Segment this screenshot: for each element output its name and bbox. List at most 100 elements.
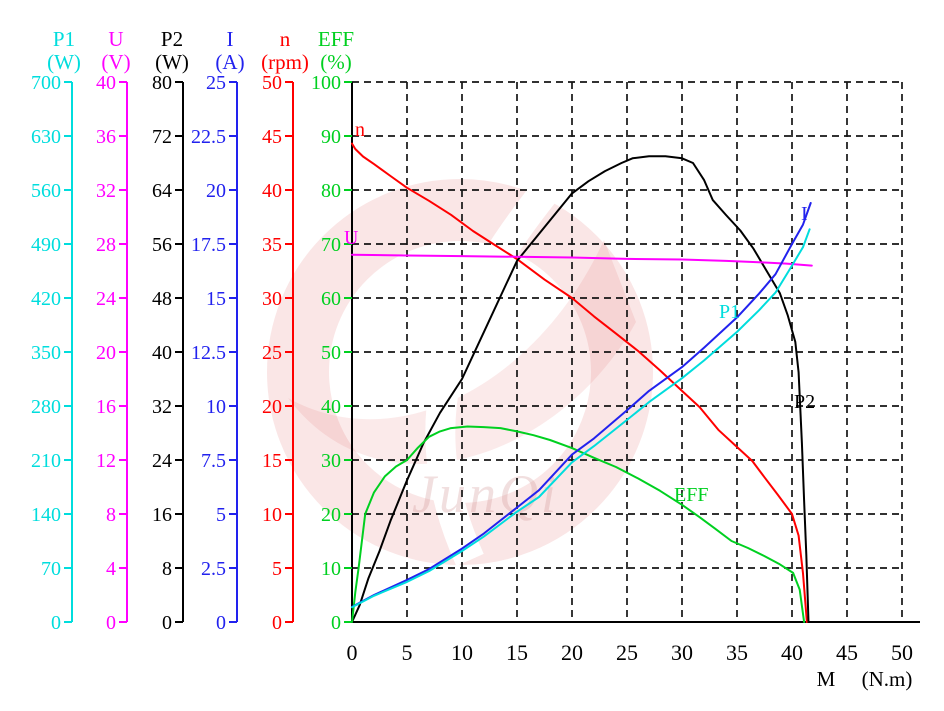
y-axis-U-name: U xyxy=(108,27,123,51)
y-axis-U-tick-label: 40 xyxy=(96,72,116,94)
y-axis-EFF-tick-label: 80 xyxy=(321,180,341,202)
curve-label-I: I xyxy=(801,203,808,225)
y-axis-U-tick-label: 16 xyxy=(96,396,116,418)
y-axis-n-unit: (rpm) xyxy=(261,50,309,74)
y-axis-P1-unit: (W) xyxy=(47,50,81,74)
curve-label-EFF: EFF xyxy=(674,484,708,506)
y-axis-n-tick-label: 15 xyxy=(262,450,282,472)
curve-U xyxy=(351,253,813,267)
y-axis-EFF-tick-label: 50 xyxy=(321,342,341,364)
y-axis-I-tick-label: 22.5 xyxy=(191,126,226,148)
watermark-swoosh-cut xyxy=(425,168,568,567)
x-axis-unit: (N.m) xyxy=(862,667,913,691)
x-axis-tick-label: 25 xyxy=(616,640,638,665)
watermark-text: JunQi xyxy=(412,464,559,524)
x-axis-tick-label: 50 xyxy=(891,640,913,665)
y-axis-P1-tick-label: 70 xyxy=(41,558,61,580)
x-axis-tick-label: 40 xyxy=(781,640,803,665)
y-axis-n-tick-label: 50 xyxy=(262,72,282,94)
y-axis-P1-tick-label: 350 xyxy=(31,342,61,364)
y-axis-n-tick-label: 30 xyxy=(262,288,282,310)
x-axis-tick-label: 35 xyxy=(726,640,748,665)
y-axis-EFF-tick-label: 20 xyxy=(321,504,341,526)
curve-label-P2: P2 xyxy=(794,391,815,413)
watermark-swoosh xyxy=(288,240,636,464)
watermark: JunQi xyxy=(267,168,653,567)
y-axis-I-name: I xyxy=(227,27,234,51)
y-axis-U-tick-label: 4 xyxy=(106,558,116,580)
y-axis-EFF-tick-label: 100 xyxy=(311,72,341,94)
y-axis-P1-tick-label: 560 xyxy=(31,180,61,202)
y-axis-U-tick-label: 24 xyxy=(96,288,116,310)
y-axis-P2-tick-label: 32 xyxy=(152,396,172,418)
x-axis-tick-label: 20 xyxy=(561,640,583,665)
y-axis-EFF-tick-label: 0 xyxy=(331,612,341,634)
curve-label-n: n xyxy=(355,119,365,141)
x-axis-tick-label: 45 xyxy=(836,640,858,665)
y-axis-P1-name: P1 xyxy=(53,27,75,51)
curve-P1 xyxy=(351,228,811,609)
x-axis-tick-label: 0 xyxy=(347,640,358,665)
x-axis: 0 5 10 15 20 25 30 35 40 45 50 M (N.m) xyxy=(347,640,914,691)
y-axis-P1-tick-label: 280 xyxy=(31,396,61,418)
y-axis-U-tick-label: 36 xyxy=(96,126,116,148)
y-axis-U-tick-label: 28 xyxy=(96,234,116,256)
curve-label-P1: P1 xyxy=(719,301,740,323)
y-axis-I-tick-label: 2.5 xyxy=(201,558,226,580)
y-axis-EFF-tick-label: 30 xyxy=(321,450,341,472)
y-axis-n-tick-label: 35 xyxy=(262,234,282,256)
y-axis-P2-tick-label: 8 xyxy=(162,558,172,580)
y-axis-n-name: n xyxy=(280,27,291,51)
y-axis-I: 25 22.5 20 17.5 15 12.5 10 7.5 5 2.5 0 I(A) xyxy=(191,27,245,634)
y-axis-n-tick-label: 20 xyxy=(262,396,282,418)
y-axis-P2-tick-label: 16 xyxy=(152,504,172,526)
y-axis-n-tick-label: 5 xyxy=(272,558,282,580)
y-axis-U-unit: (V) xyxy=(101,50,130,74)
y-axis-n-tick-label: 40 xyxy=(262,180,282,202)
y-axis-I-tick-label: 17.5 xyxy=(191,234,226,256)
y-axis-U-tick-label: 12 xyxy=(96,450,116,472)
y-axis-P1-tick-label: 490 xyxy=(31,234,61,256)
y-axis-P1-tick-label: 0 xyxy=(51,612,61,634)
y-axis-I-tick-label: 7.5 xyxy=(201,450,226,472)
y-axis-P1-tick-label: 420 xyxy=(31,288,61,310)
y-axis-P2-tick-label: 80 xyxy=(152,72,172,94)
y-axis-I-tick-label: 15 xyxy=(206,288,226,310)
y-axis-n-tick-label: 45 xyxy=(262,126,282,148)
curve-label-U: U xyxy=(344,227,359,249)
y-axis-I-tick-label: 5 xyxy=(216,504,226,526)
y-axis-P1-tick-label: 630 xyxy=(31,126,61,148)
y-axis-I-tick-label: 25 xyxy=(206,72,226,94)
grid xyxy=(352,81,903,622)
curve-I xyxy=(351,202,812,608)
x-axis-tick-label: 15 xyxy=(506,640,528,665)
y-axis-EFF-tick-label: 70 xyxy=(321,234,341,256)
y-axis-EFF-tick-label: 40 xyxy=(321,396,341,418)
y-axis-P2-tick-label: 64 xyxy=(152,180,172,202)
y-axis-I-tick-label: 12.5 xyxy=(191,342,226,364)
y-axis-P2-name: P2 xyxy=(161,27,183,51)
y-axis-n-tick-label: 25 xyxy=(262,342,282,364)
y-axis-P2-tick-label: 0 xyxy=(162,612,172,634)
y-axis-P1-tick-label: 700 xyxy=(31,72,61,94)
y-axis-I-tick-label: 20 xyxy=(206,180,226,202)
y-axis-I-unit: (A) xyxy=(215,50,244,74)
y-axis-n-tick-label: 10 xyxy=(262,504,282,526)
y-axis-U-tick-label: 20 xyxy=(96,342,116,364)
y-axis-n-tick-label: 0 xyxy=(272,612,282,634)
x-axis-name: M xyxy=(817,667,836,691)
x-axis-tick-label: 5 xyxy=(402,640,413,665)
y-axis-P2-tick-label: 56 xyxy=(152,234,172,256)
y-axis-P2-tick-label: 24 xyxy=(152,450,172,472)
y-axis-EFF-tick-label: 90 xyxy=(321,126,341,148)
y-axis-EFF-unit: (%) xyxy=(320,50,351,74)
y-axis-U-tick-label: 8 xyxy=(106,504,116,526)
y-axis-EFF-tick-label: 10 xyxy=(321,558,341,580)
y-axis-I-tick-label: 10 xyxy=(206,396,226,418)
